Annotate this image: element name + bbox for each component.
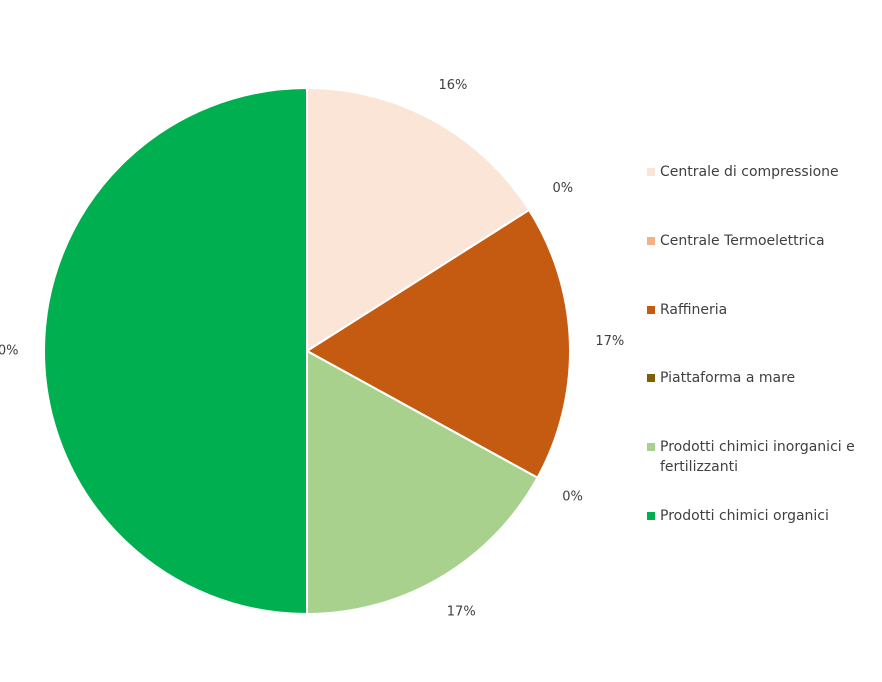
legend-swatch <box>647 237 655 245</box>
legend-item: Centrale Termoelettrica <box>647 231 875 251</box>
data-label: 50% <box>0 344 18 359</box>
legend-item: Centrale di compressione <box>647 162 875 182</box>
legend-label: Prodotti chimici inorganici e fertilizza… <box>660 439 855 475</box>
legend-item: Piattaforma a mare <box>647 368 875 388</box>
legend-swatch <box>647 512 655 520</box>
pie-slice <box>43 86 308 616</box>
legend-item: Prodotti chimici organici <box>647 506 875 526</box>
legend-swatch <box>647 306 655 314</box>
data-label: 17% <box>595 334 624 349</box>
legend-item: Raffineria <box>647 300 875 320</box>
legend-swatch <box>647 168 655 176</box>
data-label: 17% <box>447 604 476 619</box>
legend-label: Centrale Termoelettrica <box>660 233 825 249</box>
data-label: 0% <box>562 489 583 504</box>
legend-label: Centrale di compressione <box>660 164 839 180</box>
legend-swatch <box>647 443 655 451</box>
legend-label: Raffineria <box>660 302 728 318</box>
legend-item: Prodotti chimici inorganici e fertilizza… <box>647 437 875 477</box>
legend-swatch <box>647 374 655 382</box>
legend-label: Piattaforma a mare <box>660 370 796 386</box>
pie-slice <box>306 349 539 616</box>
pie-slice <box>305 208 571 480</box>
pie-slice <box>306 86 531 353</box>
data-label: 16% <box>439 78 468 93</box>
data-label: 0% <box>553 181 574 196</box>
legend-label: Prodotti chimici organici <box>660 508 829 524</box>
